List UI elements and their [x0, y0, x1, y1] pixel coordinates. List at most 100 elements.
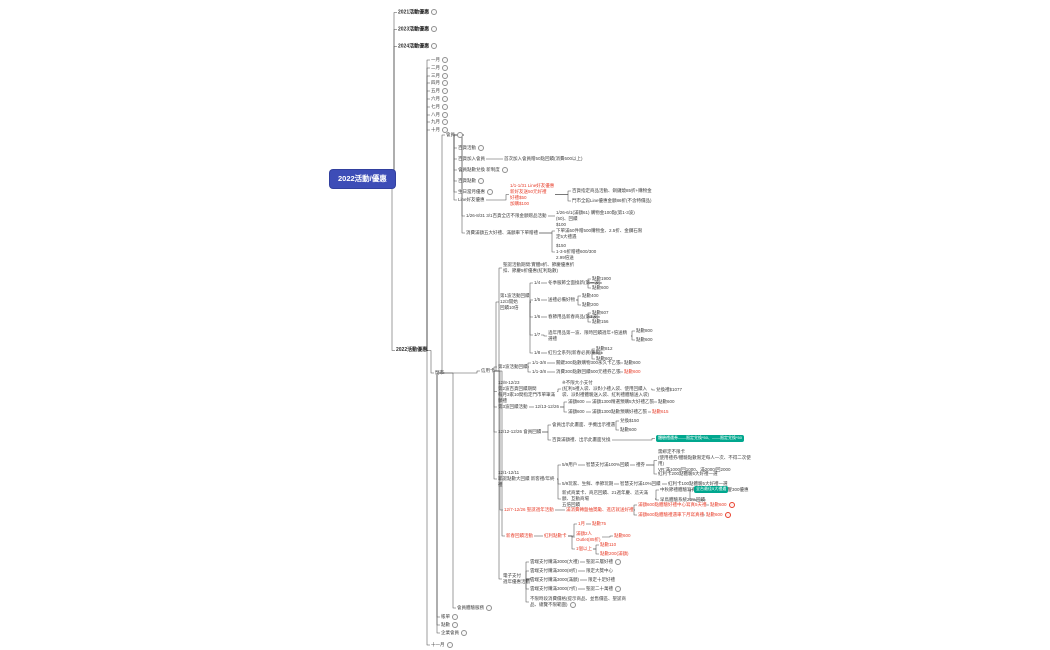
topic-epay-r2[interactable]: 雲端支付購滿3000(8折): [530, 568, 577, 574]
topic-wave1-r4-v1[interactable]: 點數800: [636, 328, 653, 334]
topic-wave1-r3-desc[interactable]: 春節用品新春商品(第3波): [548, 314, 599, 320]
collapse-badge-icon[interactable]: [442, 80, 448, 86]
topic-member-points[interactable]: 百貨點數: [458, 178, 484, 184]
topic-member-gift[interactable]: 1/26-8/31 3/1百貨全店不限金額贈品活動: [466, 213, 547, 219]
topic-wave2b[interactable]: 12/8-12/23 第2波百貨回饋期間 每月3家10間指定門市單筆滿額禮: [498, 380, 556, 403]
topic-wave3-date[interactable]: 12/13-12/26: [535, 404, 559, 410]
collapse-badge-icon[interactable]: [442, 88, 448, 94]
topic-newyear-card[interactable]: 紅利點數卡: [544, 533, 567, 539]
topic-year-2021[interactable]: 2021活動優惠: [398, 9, 438, 16]
topic-wave3-r2-desc[interactable]: 滿額1300點數預購好禮乙張: [592, 409, 647, 415]
topic-wave2-r1-v[interactable]: 點數600: [624, 360, 641, 366]
topic-anniv-r1-b[interactable]: 智慧支付滿100%回饋: [586, 462, 629, 468]
topic-wave1-r4-v2[interactable]: 點數600: [636, 337, 653, 343]
topic-credit-card[interactable]: 信用卡: [481, 368, 495, 374]
topic-xmas[interactable]: 12/7-12/26 聖誕週年活動: [504, 507, 554, 513]
collapse-badge-icon[interactable]: [457, 132, 463, 138]
topic-show-screen-r2[interactable]: 百貨滿額禮、出示此畫面兌換: [552, 437, 611, 443]
topic-store[interactable]: 門市: [435, 370, 444, 376]
topic-newyear[interactable]: 新春回饋活動: [506, 533, 533, 539]
topic-xmas-desc[interactable]: 滿消費轉盤抽獎勵、進店就送好禮: [566, 507, 634, 513]
topic-show-screen-r1[interactable]: 會員出示此畫面、手機出示禮遇: [552, 422, 615, 428]
topic-wave2b-note[interactable]: ※不限大小支付 (紅利5禮入袋、派對小禮入袋、使用回饋入袋、派對禮體驗送入袋、紅…: [562, 380, 650, 398]
topic-month-nov[interactable]: 十一月: [431, 642, 453, 648]
topic-wave1[interactable]: 第1波活動回饋 12/3開始 回饋10倍: [500, 293, 530, 311]
topic-anniv-r2-v[interactable]: 紅利卡100點體驗5大好禮一選: [668, 481, 728, 487]
topic-wave1-r5-date[interactable]: 1/8: [534, 350, 540, 356]
topic-wave1-r2-date[interactable]: 1/5: [534, 297, 540, 303]
topic-epay-r4[interactable]: 雲端支付購滿3000(7折): [530, 586, 577, 592]
collapse-badge-icon[interactable]: [442, 127, 448, 133]
topic-epay[interactable]: 電子支付 週年優惠活動: [503, 573, 530, 585]
topic-month-mar[interactable]: 三月: [431, 73, 448, 79]
topic-wave1-r1-date[interactable]: 1/4: [534, 280, 540, 286]
topic-member-join-note[interactable]: 首次加入會員贈50點回饋(消費600以上): [504, 156, 583, 162]
topic-wave2-r2-date[interactable]: 1/1-3/8: [532, 369, 546, 375]
topic-wave1-r5-v1[interactable]: 點數812: [596, 346, 613, 352]
topic-member-line[interactable]: Line好友優惠: [458, 197, 485, 203]
topic-anniv-r3-b[interactable]: 早鳥體驗系統20%回饋: [660, 497, 705, 503]
collapse-badge-icon[interactable]: [478, 145, 484, 151]
topic-wave1-r2-desc[interactable]: 送禮必備好物: [548, 297, 575, 303]
topic-member-birthday[interactable]: 生日當月優惠: [458, 189, 493, 195]
topic-newyear-r3[interactable]: 1個以上: [576, 546, 592, 552]
topic-bill[interactable]: 帳單: [441, 614, 458, 620]
topic-wave2-r2-v[interactable]: 點數600: [624, 369, 641, 375]
collapse-badge-icon[interactable]: [452, 614, 458, 620]
topic-corp-member[interactable]: 企業會員: [441, 630, 467, 636]
topic-wave3-r1-desc[interactable]: 滿額1300精選預購5大好禮乙張: [592, 399, 654, 405]
topic-year-2022[interactable]: 2022活動優惠: [396, 347, 427, 354]
topic-wave2[interactable]: 第2波活動回饋: [498, 364, 528, 370]
topic-member-points-new[interactable]: 會員點數兌換 新制度: [458, 167, 508, 173]
topic-member-bigprize[interactable]: 消費滿額五大好禮、滿額車下單贈禮: [466, 230, 538, 236]
topic-month-jul[interactable]: 七月: [431, 104, 448, 110]
collapse-badge-icon[interactable]: [461, 630, 467, 636]
topic-wave3-r1-v[interactable]: 點數600: [658, 399, 675, 405]
topic-member-service[interactable]: 會員體驗服務: [457, 605, 492, 611]
topic-wave1-r4-desc[interactable]: 過年用品第一波、限時回饋週年+倍送精選禮: [548, 330, 630, 342]
topic-year-2023[interactable]: 2023活動優惠: [398, 26, 438, 33]
topic-month-apr[interactable]: 四月: [431, 80, 448, 86]
topic-anniv-r1-c[interactable]: 禮券: [636, 462, 645, 468]
topic-anniv[interactable]: 12/1-12/11 耶誕點數大回饋 新客禮/年終禮: [498, 470, 556, 488]
topic-epay-r5[interactable]: 不限時段消費價格(提示商品、並售價區、聖誕商品、總覽不限範圍): [530, 596, 626, 608]
topic-wave3-r2-v[interactable]: 點數615: [652, 409, 669, 415]
topic-wave1-r5-v2[interactable]: 點數602: [596, 356, 613, 362]
topic-month-sep[interactable]: 九月: [431, 119, 448, 125]
collapse-badge-icon[interactable]: [431, 43, 438, 49]
collapse-badge-icon[interactable]: [728, 502, 735, 508]
topic-epay-r1[interactable]: 雲端支付購滿3000(大禮): [530, 559, 579, 565]
collapse-badge-icon[interactable]: [442, 65, 448, 71]
topic-month-oct[interactable]: 十月: [431, 127, 448, 133]
topic-cc-note[interactable]: 聖誕活動期間:實體8折、節慶優惠折扣、節慶5折優惠(紅利點數): [503, 262, 583, 274]
topic-wave1-r3-v1[interactable]: 點數607: [592, 310, 609, 316]
collapse-badge-icon[interactable]: [442, 57, 448, 63]
topic-wave2-r1-desc[interactable]: 關鍵300點數購物300永久卡乙張: [556, 360, 621, 366]
collapse-badge-icon[interactable]: [615, 586, 621, 592]
collapse-badge-icon[interactable]: [615, 559, 621, 565]
topic-xmas-r2[interactable]: 滿額600點體驗禮遇車下月寫真禮: [638, 512, 704, 518]
topic-month-jan[interactable]: 一月: [431, 57, 448, 63]
topic-anniv-r1-a[interactable]: 5/9用戶: [562, 462, 577, 468]
topic-wave1-r1-v2[interactable]: 點數600: [592, 285, 609, 291]
topic-wave2-r2-desc[interactable]: 消費300點數回饋500元禮券乙張: [556, 369, 621, 375]
topic-month-feb[interactable]: 二月: [431, 65, 448, 71]
topic-newyear-r1[interactable]: 1月: [578, 521, 585, 527]
topic-wave3[interactable]: 第3波回饋活動: [498, 404, 528, 410]
topic-newyear-r2[interactable]: 滿額2人 Outlet(85折): [576, 531, 601, 543]
topic-member-join[interactable]: 百貨加入會員: [458, 156, 485, 162]
topic-anniv-r2-a[interactable]: 5/9玩家、生鮮、季節玩期: [562, 481, 613, 487]
collapse-badge-icon[interactable]: [442, 96, 448, 102]
topic-wave1-r5-desc[interactable]: 紅包全系列(新春必買/重點): [548, 350, 602, 356]
topic-member-line-note[interactable]: 1/1-1/31 Line好友優惠 新好友送50元好禮 好禮$50 加購$100: [510, 183, 554, 206]
topic-show-screen[interactable]: 12/12-12/26 會員回饋: [498, 429, 541, 435]
topic-member-line-b[interactable]: 門市全館Line優惠金額86折(不含特價品): [572, 198, 652, 204]
topic-wave1-r4-date[interactable]: 1/7: [534, 332, 540, 338]
topic-month-aug[interactable]: 八月: [431, 112, 448, 118]
topic-wave2-r1-date[interactable]: 1/1-3/8: [532, 360, 546, 366]
topic-month-may[interactable]: 五月: [431, 88, 448, 94]
topic-member-activity[interactable]: 百貨活動: [458, 145, 484, 151]
topic-wave1-r1-desc[interactable]: 冬季服飾全面換新(第一波): [548, 280, 601, 286]
collapse-badge-icon[interactable]: [442, 73, 448, 79]
topic-xmas-r1[interactable]: 滿額600點體驗好禮中心寫真5天禮: [638, 502, 707, 508]
